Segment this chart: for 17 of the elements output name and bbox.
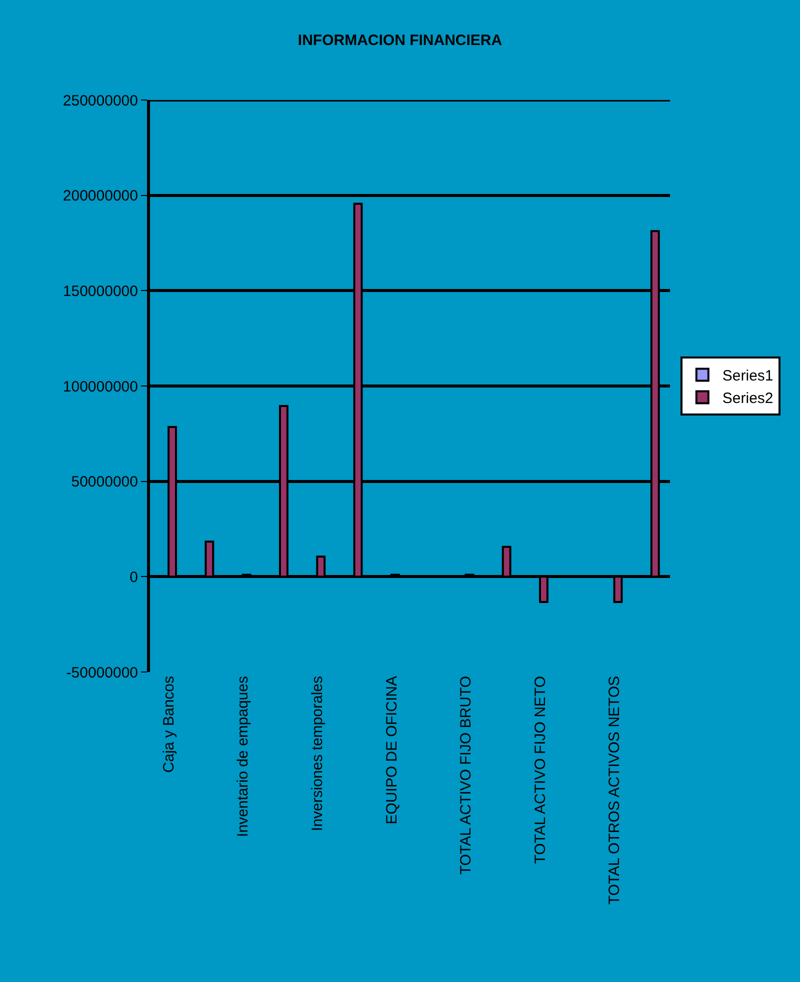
legend-label: Series2 [722,390,774,408]
y-tick-label: 50000000 [71,474,138,491]
x-tick-label: Inventario de empaques [234,676,252,837]
chart-title: INFORMACION FINANCIERA [298,32,502,49]
y-tick-label: 100000000 [62,378,138,396]
y-tick-label: 0 [130,568,138,586]
x-tick-label: TOTAL ACTIVO FIJO BRUTO [458,676,475,875]
x-tick-label: TOTAL OTROS ACTIVOS NETOS [606,676,624,905]
x-tick-label: Inversiones temporales [309,676,326,832]
x-tick-label: TOTAL ACTIVO FIJO NETO [532,676,549,864]
legend-label: Series1 [722,368,774,385]
y-tick-label: -50000000 [66,664,138,682]
y-tick-label: 200000000 [62,188,138,205]
y-tick-label: 150000000 [62,282,138,300]
x-tick-label: EQUIPO DE OFICINA [383,676,400,824]
y-tick-label: 250000000 [62,92,138,110]
x-tick-label: Caja y Bancos [160,676,178,773]
